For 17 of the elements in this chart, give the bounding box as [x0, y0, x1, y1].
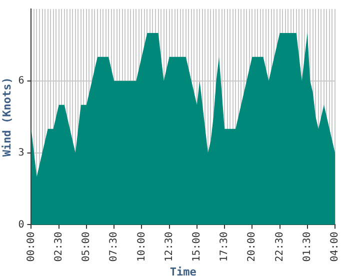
x-axis-title: Time: [170, 265, 197, 278]
y-tick-label: 0: [18, 219, 24, 230]
x-tick-label: 22:30: [274, 232, 286, 262]
y-tick-label: 6: [18, 75, 24, 86]
x-tick-label: 02:30: [53, 232, 64, 262]
x-tick-label: 05:00: [81, 232, 92, 262]
x-tick-label: 00:00: [26, 232, 37, 262]
x-tick-label: 15:00: [192, 232, 203, 262]
x-tick-label: 10:00: [136, 232, 148, 262]
x-tick-label: 01:30: [302, 232, 313, 262]
y-tick-label: 3: [18, 147, 24, 158]
y-axis-title: Wind (Knots): [0, 77, 14, 157]
x-tick-label: 04:00: [330, 232, 341, 262]
x-tick-label: 07:30: [108, 232, 120, 262]
x-tick-label: 20:00: [246, 232, 258, 262]
x-tick-label: 17:30: [219, 232, 230, 262]
x-tick-label: 12:30: [164, 232, 175, 262]
